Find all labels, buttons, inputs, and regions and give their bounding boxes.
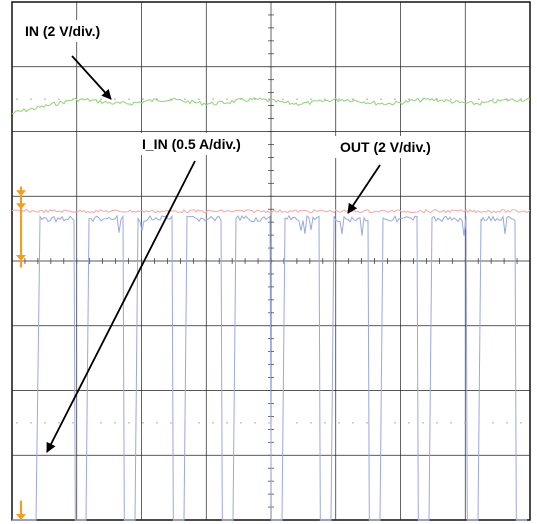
grid-dot [170,98,172,100]
grid-dot [296,422,298,424]
grid-dot [394,422,396,424]
grid-dot [282,98,284,100]
channel-markers [16,186,26,520]
grid-dot [450,98,452,100]
grid-dot [338,422,340,424]
in-trace [11,97,531,115]
grid-dot [352,98,354,100]
grid-dot [100,422,102,424]
grid-dot [492,422,494,424]
grid-dot [310,422,312,424]
grid-dot [492,98,494,100]
grid-dot [240,422,242,424]
grid-dot [366,422,368,424]
grid-dot [128,98,130,100]
grid-dot [506,422,508,424]
grid-dot [212,422,214,424]
grid-dot [198,422,200,424]
grid-dot [254,422,256,424]
in-label: IN (2 V/div.) [20,20,106,42]
grid-dot [100,98,102,100]
grid-dot [520,422,522,424]
grid-dot [212,98,214,100]
out-trace [11,208,531,214]
grid-dot [184,98,186,100]
grid-dot [408,98,410,100]
grid-dot [156,422,158,424]
grid-dot [72,422,74,424]
grid-dot [296,98,298,100]
grid-dot [44,98,46,100]
channel-marker [16,255,26,261]
grid-dot [436,422,438,424]
grid-dot [30,98,32,100]
grid-dot [268,422,270,424]
grid-dot [352,422,354,424]
out-label: OUT (2 V/div.) [335,136,436,158]
grid-dot [338,98,340,100]
grid-dot [380,98,382,100]
grid-dot [324,422,326,424]
traces [11,97,531,521]
channel-marker [16,203,26,210]
iin-label: I_IN (0.5 A/div.) [137,133,246,155]
iin-arrow [46,160,196,453]
grid-dot [226,98,228,100]
grid-dot [142,98,144,100]
grid-dot [408,422,410,424]
iin-trace [12,214,527,521]
grid-dot [422,422,424,424]
channel-marker [16,190,26,197]
grid-dot [16,422,18,424]
grid-dot [464,422,466,424]
grid-dot [58,422,60,424]
grid-dot [366,98,368,100]
grid-dot [394,98,396,100]
grid-dot [478,98,480,100]
grid-dot [310,98,312,100]
grid-dot [58,98,60,100]
grid-dot [16,98,18,100]
grid-dot [44,422,46,424]
grid-dot [226,422,228,424]
out-arrow [347,164,381,214]
grid-dot [198,98,200,100]
in-arrow [71,55,112,100]
channel-marker [16,514,26,520]
grid-dot [114,98,116,100]
grid-dot [128,422,130,424]
grid-dot [142,422,144,424]
grid-dot [464,98,466,100]
grid-dot [324,98,326,100]
grid-dot [450,422,452,424]
grid-dot [170,422,172,424]
grid-dot [114,422,116,424]
annotation-arrows [46,55,381,453]
grid-dot [30,422,32,424]
